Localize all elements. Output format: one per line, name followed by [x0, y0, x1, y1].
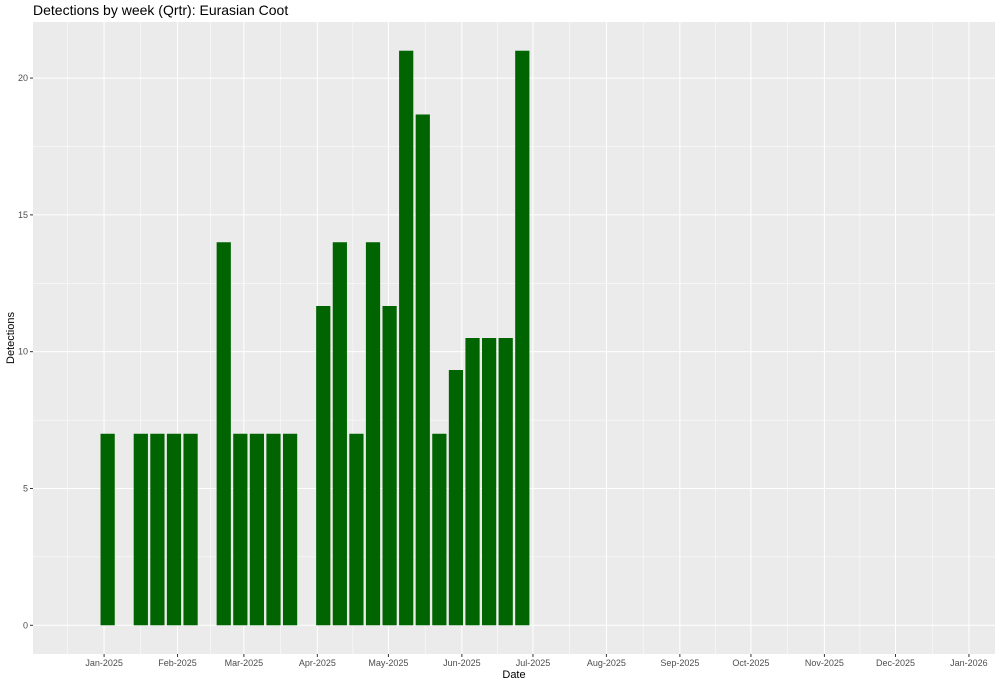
- x-tick-label: Dec-2025: [876, 658, 915, 668]
- x-tick-label: Jul-2025: [516, 658, 551, 668]
- x-tick-label: Mar-2025: [225, 658, 264, 668]
- bar: [382, 305, 397, 626]
- y-tick-label: 0: [23, 620, 28, 630]
- x-tick-label: Sep-2025: [660, 658, 699, 668]
- bar: [183, 433, 198, 626]
- x-tick-label: May-2025: [368, 658, 408, 668]
- y-tick-label: 5: [23, 483, 28, 493]
- bar: [332, 242, 347, 626]
- y-axis: 0 5 10 15 20: [18, 73, 33, 630]
- bar: [448, 370, 464, 626]
- x-axis: Jan-2025 Feb-2025 Mar-2025 Apr-2025 May-2025…: [85, 654, 988, 668]
- bar: [316, 305, 331, 626]
- bar: [349, 433, 364, 626]
- bar: [133, 433, 148, 626]
- x-tick-label: Jun-2025: [443, 658, 481, 668]
- bar: [216, 242, 231, 626]
- minor-gridlines: [33, 22, 995, 654]
- x-tick-label: Apr-2025: [299, 658, 336, 668]
- bar: [365, 242, 381, 626]
- chart-title: Detections by week (Qrtr): Eurasian Coot: [33, 2, 288, 18]
- x-tick-label: Oct-2025: [732, 658, 769, 668]
- bar: [465, 338, 480, 626]
- x-tick-label: Aug-2025: [587, 658, 626, 668]
- y-axis-title: Detections: [5, 312, 17, 364]
- bar: [282, 433, 298, 626]
- y-tick-label: 15: [18, 210, 28, 220]
- bar: [515, 50, 530, 626]
- x-tick-label: Jan-2025: [85, 658, 123, 668]
- x-axis-title: Date: [502, 669, 525, 681]
- y-tick-label: 20: [18, 73, 28, 83]
- bar: [150, 433, 165, 626]
- bar: [100, 433, 115, 626]
- bar: [266, 433, 281, 626]
- bar: [166, 433, 182, 626]
- bar: [482, 338, 497, 626]
- y-tick-label: 10: [18, 347, 28, 357]
- x-tick-label: Feb-2025: [158, 658, 197, 668]
- bar: [233, 433, 248, 626]
- bar: [432, 433, 447, 626]
- bars: [100, 50, 530, 626]
- bar: [249, 433, 265, 626]
- bar: [399, 50, 414, 626]
- bar: [415, 114, 430, 626]
- bar: [498, 338, 513, 626]
- x-tick-label: Nov-2025: [805, 658, 844, 668]
- x-tick-label: Jan-2026: [950, 658, 988, 668]
